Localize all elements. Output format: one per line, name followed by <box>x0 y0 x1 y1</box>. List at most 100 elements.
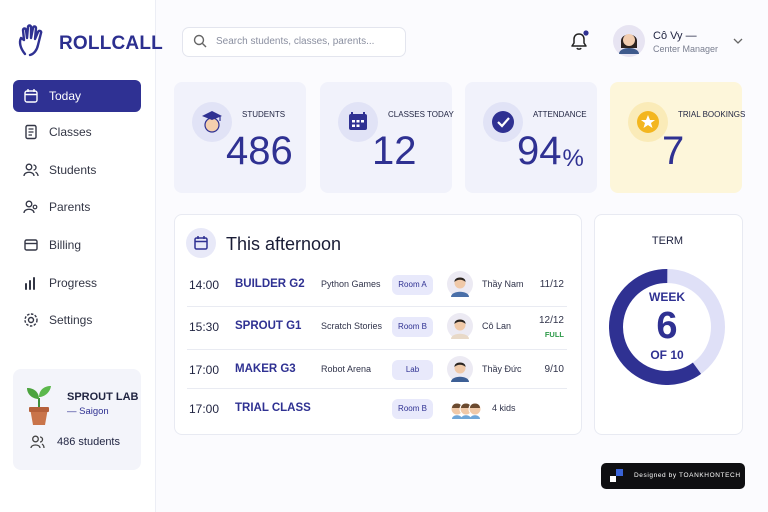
icon-part <box>23 208 35 214</box>
stat-icon <box>192 102 232 142</box>
icon-part <box>461 415 471 419</box>
icon-part <box>25 200 33 208</box>
row-count: 12/12 <box>538 315 564 326</box>
icon-part <box>39 436 45 449</box>
nav-icon <box>23 163 39 177</box>
nav-label: Progress <box>49 276 98 290</box>
icon-part <box>33 164 39 177</box>
teacher-avatar <box>447 313 473 339</box>
row-class: SPROUT G1 <box>235 320 302 332</box>
stat-value: 7 <box>662 129 685 173</box>
user-avatar[interactable] <box>612 24 646 58</box>
teacher-avatar <box>447 356 473 382</box>
icon-part <box>202 111 222 120</box>
icon-part <box>451 333 469 339</box>
row-divider <box>187 349 567 350</box>
row-count: 11/12 <box>539 279 564 290</box>
icon-part <box>25 277 35 290</box>
icon-part <box>470 415 480 419</box>
row-class: BUILDER G2 <box>235 278 305 290</box>
icon-part <box>454 362 466 367</box>
nav-icon <box>24 239 38 251</box>
icon-part <box>733 38 743 44</box>
icon-part <box>39 386 51 397</box>
icon-part <box>18 24 43 57</box>
stat-label: CLASSES TODAY <box>388 110 454 119</box>
icon-part <box>451 376 469 382</box>
stat-label: ATTENDANCE <box>533 110 587 119</box>
user-name: Cô Vy — <box>653 30 697 42</box>
icon-part <box>470 403 480 408</box>
term-total: 10 <box>670 348 684 362</box>
stat-label: STUDENTS <box>242 110 286 119</box>
row-time: 17:00 <box>189 363 220 377</box>
icon-part <box>204 117 220 133</box>
icon-part <box>25 89 37 96</box>
notification-bell[interactable] <box>568 30 590 52</box>
icon-part <box>27 316 35 324</box>
brand: ROLLCALL <box>59 33 163 54</box>
logo-icon <box>18 24 43 57</box>
nav-label: Classes <box>49 125 92 139</box>
icon-part <box>193 34 205 46</box>
row-attendees: 4 kids <box>492 403 516 413</box>
search-icon <box>193 34 207 48</box>
icon-part <box>194 237 208 250</box>
icon-part <box>454 362 466 374</box>
group-avatars <box>450 402 482 419</box>
room-pill <box>392 317 433 337</box>
row-divider <box>187 388 567 389</box>
nav-icon <box>25 277 35 290</box>
stat-card <box>465 82 597 193</box>
icon-part <box>492 111 514 133</box>
icon-part <box>452 415 462 419</box>
row-time: 15:30 <box>189 320 220 334</box>
room-pill <box>392 275 433 295</box>
room-pill <box>392 399 433 419</box>
icon-part <box>583 30 589 36</box>
icon-part <box>454 277 466 282</box>
icon-part <box>32 204 38 210</box>
icon-part <box>461 403 471 408</box>
icon-part <box>195 236 207 243</box>
stat-icon <box>628 102 668 142</box>
icon-part <box>351 112 365 116</box>
icon-part <box>24 239 38 251</box>
stat-value: 486 <box>226 129 293 173</box>
schedule-card <box>174 214 582 435</box>
icon-part <box>623 34 635 46</box>
row-topic: Scratch Stories <box>321 321 383 331</box>
row-room: Room B <box>398 322 427 331</box>
of-label: OF <box>650 348 667 362</box>
term-ring <box>609 269 725 385</box>
nav-label: Today <box>49 89 82 103</box>
icon-part <box>576 47 582 50</box>
nav-item-active[interactable] <box>13 80 141 112</box>
footer-text: Designed by TOANKHONTECH <box>634 472 741 479</box>
icon-part <box>30 408 48 425</box>
center-location: — Saigon <box>67 406 109 417</box>
icon-part <box>451 291 469 297</box>
search-box[interactable] <box>182 27 406 57</box>
nav-icon <box>24 89 38 103</box>
footer-badge <box>601 463 745 489</box>
row-time: 14:00 <box>189 278 220 292</box>
icon-part <box>497 117 510 128</box>
stat-value: 12 <box>372 129 417 173</box>
user-menu-toggle[interactable] <box>733 37 743 45</box>
icon-part <box>361 120 364 123</box>
icon-part <box>452 403 462 408</box>
stat-card <box>320 82 452 193</box>
row-class: MAKER G3 <box>235 363 296 375</box>
row-time: 17:00 <box>189 402 220 416</box>
room-pill <box>392 360 433 380</box>
icon-part <box>454 277 466 289</box>
nav-label: Settings <box>49 313 93 327</box>
icon-part <box>23 171 35 177</box>
icon-part <box>27 388 39 399</box>
row-room: Room B <box>398 404 427 413</box>
term-label: TERM <box>651 235 684 247</box>
nav-label: Students <box>49 163 97 177</box>
nav-label: Parents <box>49 200 91 214</box>
teacher-avatar <box>447 271 473 297</box>
